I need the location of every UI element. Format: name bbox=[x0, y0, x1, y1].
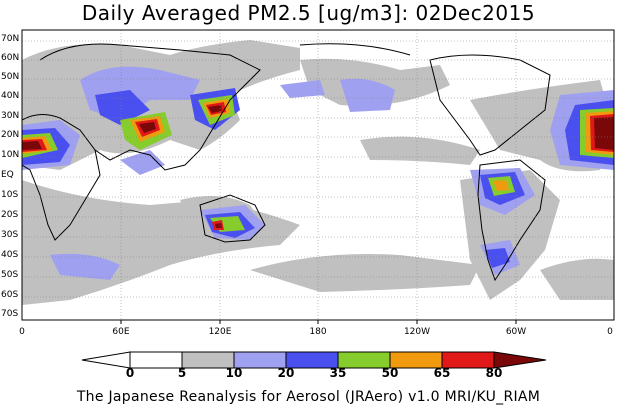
lat-label-10s: 10S bbox=[1, 190, 19, 200]
colorbar-label-65: 65 bbox=[433, 366, 451, 380]
lon-label-0: 0 bbox=[19, 327, 25, 337]
lon-label-60e: 60E bbox=[112, 327, 130, 337]
colorbar-label-10: 10 bbox=[225, 366, 243, 380]
colorbar-label-20: 20 bbox=[277, 366, 295, 380]
colorbar bbox=[81, 351, 547, 369]
pm-level-80-plus bbox=[22, 105, 614, 228]
colorbar-label-50: 50 bbox=[381, 366, 399, 380]
lat-label-60n: 60N bbox=[1, 53, 20, 63]
lat-label-70s: 70S bbox=[1, 309, 19, 319]
lon-label-120w: 120W bbox=[403, 327, 431, 337]
lon-label-0-right: 0 bbox=[607, 327, 613, 337]
graticule bbox=[22, 30, 614, 320]
colorbar-label-80: 80 bbox=[485, 366, 503, 380]
colorbar-label-35: 35 bbox=[329, 366, 347, 380]
lat-label-30n: 30N bbox=[1, 111, 20, 121]
lon-label-120e: 120E bbox=[208, 327, 232, 337]
lat-label-70n: 70N bbox=[1, 34, 20, 44]
footer-credit: The Japanese Reanalysis for Aerosol (JRA… bbox=[76, 389, 541, 405]
map-title: Daily Averaged PM2.5 [ug/m3]: 02Dec2015 bbox=[81, 1, 536, 25]
lat-label-40n: 40N bbox=[1, 91, 20, 101]
lat-label-60s: 60S bbox=[1, 290, 19, 300]
tick-marks bbox=[120, 320, 517, 324]
colorbar-label-5: 5 bbox=[177, 366, 187, 380]
coastlines bbox=[22, 43, 551, 282]
lat-label-20n: 20N bbox=[1, 130, 20, 140]
lon-label-180: 180 bbox=[309, 327, 327, 337]
lat-label-20s: 20S bbox=[1, 210, 19, 220]
lon-label-60w: 60W bbox=[505, 327, 527, 337]
lat-label-10n: 10N bbox=[1, 150, 20, 160]
lat-label-40s: 40S bbox=[1, 250, 19, 260]
lat-label-50s: 50S bbox=[1, 270, 19, 280]
colorbar-label-0: 0 bbox=[125, 366, 135, 380]
lat-label-30s: 30S bbox=[1, 230, 19, 240]
lat-label-50n: 50N bbox=[1, 72, 20, 82]
lat-label-eq: EQ bbox=[1, 170, 14, 180]
